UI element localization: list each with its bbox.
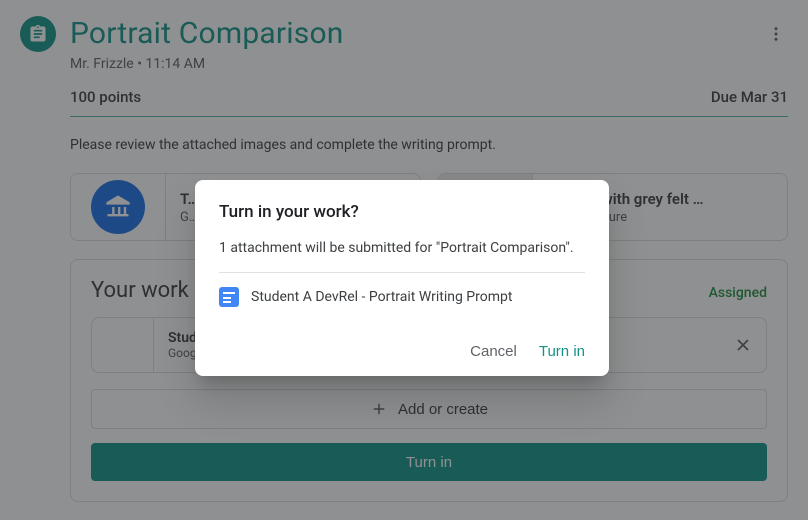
dialog-body: 1 attachment will be submitted for "Port… [219,240,585,256]
turn-in-dialog: Turn in your work? 1 attachment will be … [195,180,609,376]
dialog-actions: Cancel Turn in [219,343,585,360]
docs-icon [219,287,239,307]
dialog-attachment: Student A DevRel - Portrait Writing Prom… [219,287,585,307]
dialog-turn-in-button[interactable]: Turn in [539,343,585,360]
cancel-button[interactable]: Cancel [470,343,517,360]
dialog-attachment-name: Student A DevRel - Portrait Writing Prom… [251,289,512,305]
dialog-divider [219,272,585,273]
dialog-title: Turn in your work? [219,202,585,222]
